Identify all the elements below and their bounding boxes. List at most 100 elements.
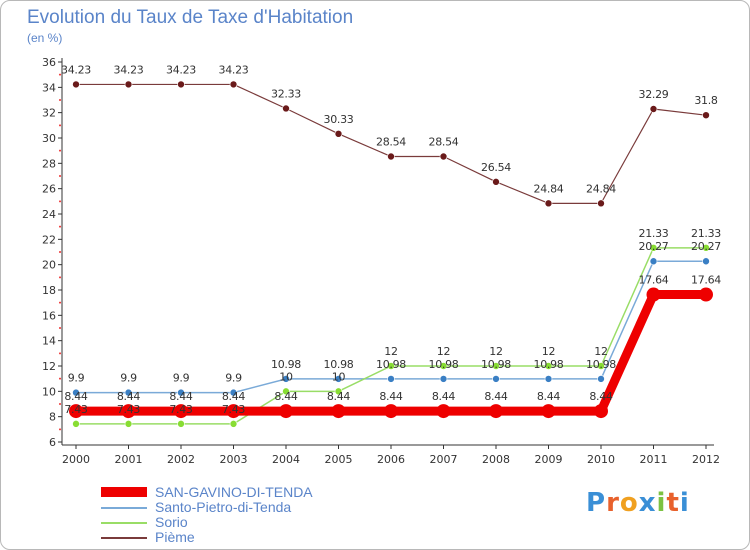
data-label: 8.44 <box>222 390 246 403</box>
data-point <box>544 199 553 208</box>
y-tick-label: 32 <box>42 107 56 120</box>
data-label: 9.9 <box>225 372 242 385</box>
data-point <box>436 404 451 419</box>
data-label: 24.84 <box>586 182 616 195</box>
data-point <box>597 362 605 370</box>
data-label: 10 <box>332 370 346 383</box>
data-point <box>702 111 710 119</box>
data-label: 8.44 <box>537 390 561 403</box>
data-point <box>702 244 710 252</box>
y-tick-label: 26 <box>42 183 56 196</box>
data-point <box>334 387 343 396</box>
y-tick-label: 16 <box>42 309 56 322</box>
y-tick-label: 20 <box>42 259 56 272</box>
data-point <box>229 388 238 397</box>
data-label: 10.98 <box>586 358 616 371</box>
data-point <box>387 152 395 161</box>
data-point <box>492 178 500 186</box>
data-label: 9.9 <box>120 372 137 385</box>
data-point <box>124 420 133 428</box>
y-minor-tick <box>59 352 61 355</box>
data-label: 32.33 <box>271 87 301 100</box>
x-tick-label: 2009 <box>535 453 563 466</box>
data-point <box>387 362 395 370</box>
data-point <box>597 375 605 383</box>
y-tick-label: 28 <box>42 157 56 170</box>
data-point <box>72 420 80 428</box>
data-label: 34.23 <box>219 63 249 76</box>
data-label: 34.23 <box>61 63 91 76</box>
y-tick-label: 30 <box>42 132 56 145</box>
data-label: 32.29 <box>639 88 669 101</box>
data-label: 10.98 <box>324 358 354 371</box>
data-point <box>331 404 346 419</box>
data-point <box>541 404 556 419</box>
data-label: 28.54 <box>376 135 406 148</box>
data-label: 10.98 <box>429 358 459 371</box>
data-label: 10.98 <box>271 358 301 371</box>
data-point <box>702 257 710 266</box>
y-minor-tick <box>59 276 61 279</box>
data-point <box>544 375 553 383</box>
y-minor-tick <box>59 73 61 76</box>
x-tick-label: 2000 <box>62 453 90 466</box>
data-point <box>492 375 500 383</box>
data-label: 34.23 <box>114 63 144 76</box>
data-point <box>649 244 658 252</box>
data-point <box>124 80 133 89</box>
data-point <box>699 287 713 302</box>
data-point <box>439 375 448 383</box>
data-label: 21.33 <box>639 227 669 240</box>
data-label: 8.44 <box>589 390 613 403</box>
data-point <box>282 375 290 383</box>
data-point <box>282 387 290 396</box>
legend-swatch-pieve <box>101 537 147 539</box>
data-label: 10.98 <box>481 358 511 371</box>
x-tick-label: 2008 <box>482 453 510 466</box>
y-tick-label: 22 <box>42 233 56 246</box>
x-tick-label: 2003 <box>220 453 248 466</box>
data-label: 7.43 <box>222 403 246 416</box>
series-line-1 <box>75 260 707 394</box>
y-tick-label: 24 <box>42 208 56 221</box>
legend-label-santo-pietro: Santo-Pietro-di-Tenda <box>155 499 292 515</box>
x-tick-label: 2004 <box>272 453 300 466</box>
x-tick-label: 2011 <box>640 453 668 466</box>
logo-letter: o <box>619 488 639 518</box>
data-label: 30.33 <box>324 113 354 126</box>
data-label: 10.98 <box>534 358 564 371</box>
data-point <box>649 257 658 266</box>
data-label: 9.9 <box>68 372 85 385</box>
data-point <box>439 362 448 370</box>
logo-letter: i <box>679 488 690 518</box>
logo-letter: t <box>666 488 680 518</box>
data-label: 8.44 <box>327 390 351 403</box>
y-tick-label: 10 <box>42 385 56 398</box>
y-minor-tick <box>59 377 61 380</box>
data-label: 10 <box>279 370 293 383</box>
x-tick-label: 2012 <box>692 453 720 466</box>
data-label: 20.27 <box>691 240 721 253</box>
data-label: 34.23 <box>166 63 196 76</box>
data-point <box>492 362 500 370</box>
data-point <box>226 404 241 419</box>
data-point <box>282 104 290 113</box>
legend-label-pieve: Pième <box>155 529 195 545</box>
data-point <box>72 80 80 89</box>
y-minor-tick <box>59 428 61 431</box>
y-tick-label: 34 <box>42 81 56 94</box>
data-label: 8.44 <box>484 390 508 403</box>
data-label: 12 <box>594 345 607 358</box>
legend-swatch-sorio <box>101 522 147 524</box>
x-tick-label: 2006 <box>377 453 405 466</box>
data-label: 10.98 <box>376 358 406 371</box>
y-tick-label: 6 <box>49 436 56 449</box>
data-point <box>594 404 608 419</box>
y-minor-tick <box>59 175 61 177</box>
data-point <box>387 375 395 383</box>
data-label: 8.44 <box>379 390 403 403</box>
data-point <box>174 404 188 419</box>
y-minor-tick <box>59 149 61 152</box>
x-tick-label: 2001 <box>115 453 143 466</box>
